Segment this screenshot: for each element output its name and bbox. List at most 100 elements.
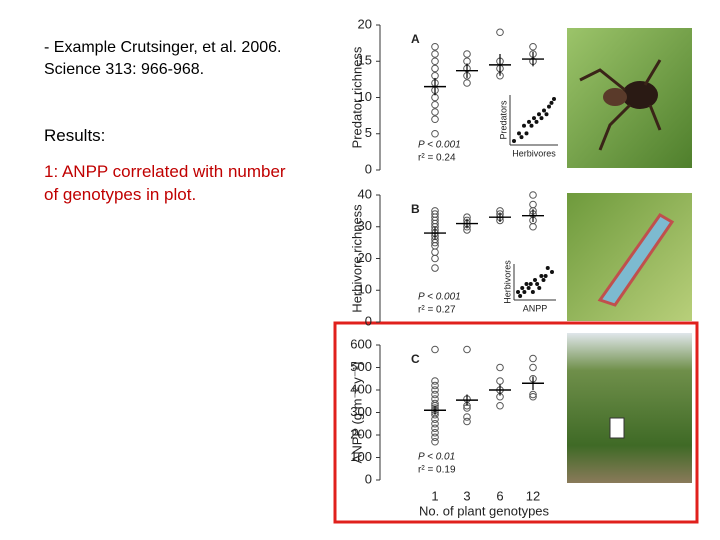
data-point [463, 345, 471, 354]
inset-point [528, 282, 533, 286]
y-axis-title: Herbivore richness [349, 204, 364, 313]
y-tick-label: 5 [365, 125, 372, 140]
y-tick-label: 0 [365, 161, 372, 176]
data-point [463, 79, 471, 87]
y-tick-label: 10 [358, 89, 372, 104]
inset-point [547, 104, 551, 109]
data-point [463, 413, 471, 421]
inset-point [552, 97, 556, 101]
stat-annotation: r² = 0.24 [418, 153, 456, 164]
data-point [431, 433, 439, 442]
inset-point [518, 294, 523, 298]
y-tick-label: 15 [358, 53, 372, 68]
data-point [431, 248, 439, 256]
citation-line: Science 313: 966-968. [44, 61, 205, 78]
inset-point [516, 290, 520, 294]
data-point [431, 381, 439, 390]
inset-y-title: Herbivores [502, 260, 512, 304]
data-point [431, 210, 439, 218]
stat-annotation: P < 0.001 [418, 140, 461, 151]
data-point [431, 419, 439, 428]
panel-label: A [411, 32, 420, 46]
data-point [529, 392, 537, 401]
heading: Results: [44, 126, 106, 145]
inset-point [537, 286, 542, 290]
inset-point [550, 270, 554, 274]
data-point [529, 354, 537, 363]
data-point [431, 100, 439, 109]
data-point [463, 417, 471, 426]
inset-point [519, 135, 524, 140]
inset-point [541, 278, 546, 282]
highlight-box [333, 321, 699, 524]
inset-point [549, 100, 554, 105]
y-tick-label: 20 [358, 16, 372, 31]
stat-annotation: P < 0.001 [418, 292, 461, 303]
data-point [529, 390, 537, 399]
photo-leafhopper [567, 193, 692, 321]
inset-point [522, 123, 526, 128]
data-point [496, 28, 504, 37]
data-point [431, 108, 439, 116]
data-point [463, 50, 471, 58]
data-point [431, 424, 439, 433]
data-point [431, 377, 439, 385]
data-point [431, 437, 439, 446]
inset-point [537, 112, 541, 117]
data-point [431, 57, 439, 66]
y-tick-label: 20 [358, 250, 372, 265]
data-point [431, 42, 439, 51]
y-tick-label: 10 [358, 282, 372, 297]
data-point [431, 115, 439, 124]
inset-point [522, 290, 527, 294]
y-tick-label: 100 [350, 449, 372, 464]
inset-point [532, 116, 536, 121]
data-point [496, 401, 504, 410]
x-tick-label: 3 [463, 488, 470, 503]
data-point [529, 42, 537, 51]
data-point [496, 363, 504, 372]
y-tick-label: 0 [365, 313, 372, 328]
x-tick-label: 12 [526, 488, 540, 503]
y-tick-label: 300 [350, 404, 372, 419]
y-axis-title: ANPP (g m⁻² y⁻¹) [349, 362, 364, 464]
inset-x-title: Herbivores [512, 148, 556, 158]
inset-point [545, 266, 550, 270]
y-tick-label: 500 [350, 359, 372, 374]
data-point [431, 428, 439, 437]
data-point [529, 363, 537, 372]
x-tick-label: 6 [496, 488, 503, 503]
inset-point [526, 286, 531, 290]
y-tick-label: 200 [350, 426, 372, 441]
y-tick-label: 30 [358, 218, 372, 233]
data-point [529, 191, 537, 199]
inset-point [512, 139, 516, 143]
data-point [431, 386, 439, 394]
data-point [431, 64, 439, 73]
x-tick-label: 1 [431, 488, 438, 503]
data-point [431, 390, 439, 399]
photo-spider [567, 28, 692, 168]
inset-point [539, 274, 544, 278]
finding-line: of genotypes in plot. [44, 185, 197, 204]
inset-point [517, 131, 521, 136]
x-axis-title: No. of plant genotypes [419, 503, 550, 518]
inset-y-title: Predators [498, 100, 508, 140]
inset-point [534, 119, 539, 124]
inset-point [533, 278, 537, 282]
panel-label: C [411, 352, 420, 366]
y-tick-label: 400 [350, 381, 372, 396]
inset-point [524, 282, 529, 286]
finding-line: 1: ANPP correlated with number [44, 162, 286, 181]
data-point [496, 377, 504, 385]
inset-point [543, 274, 548, 278]
inset-point [539, 116, 544, 121]
inset-point [524, 131, 529, 136]
data-point [431, 345, 439, 354]
citation-line: - Example Crutsinger, et al. 2006. [44, 39, 282, 56]
data-point [431, 129, 439, 138]
data-point [431, 207, 439, 215]
data-point [529, 222, 537, 231]
